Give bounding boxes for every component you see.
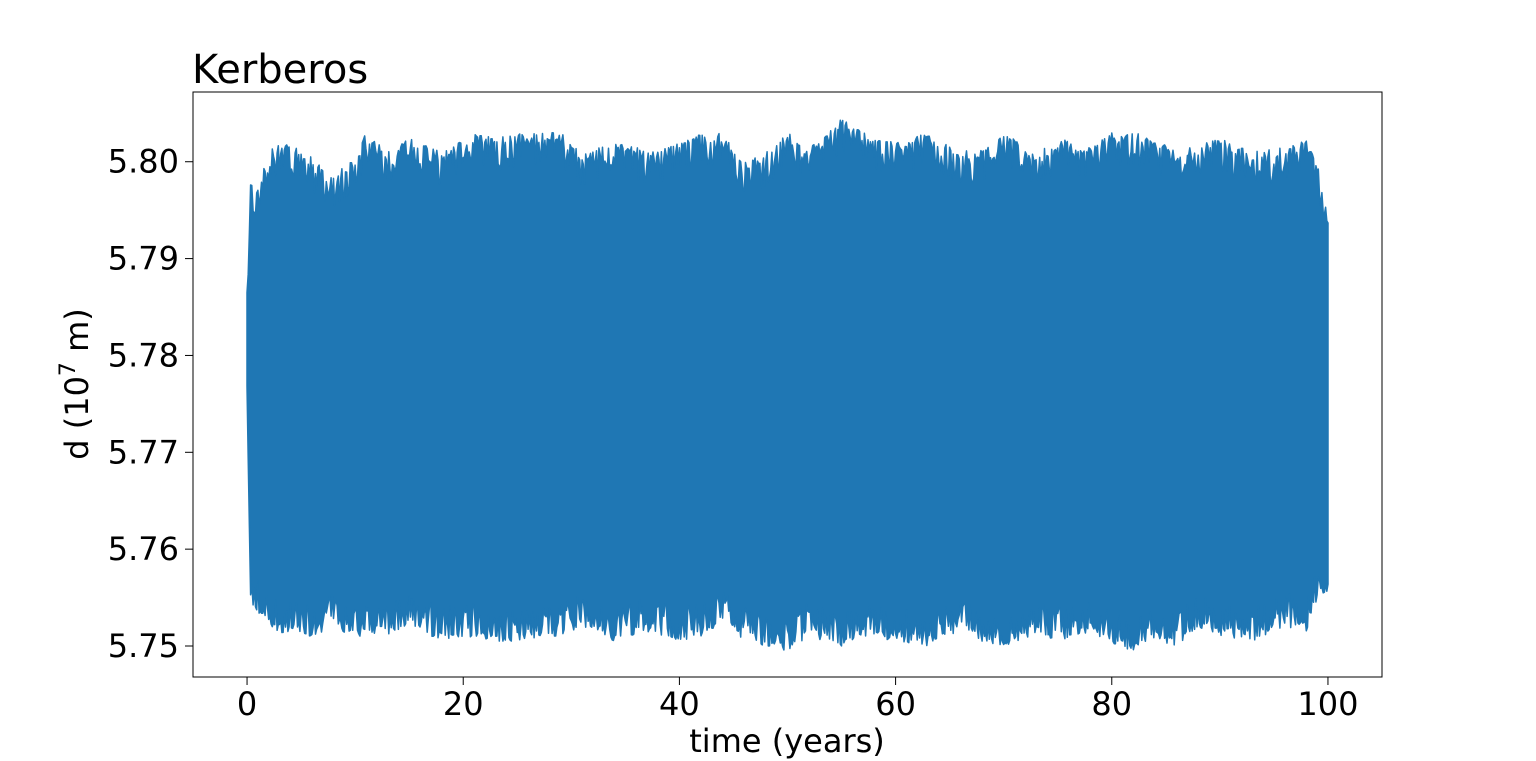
y-tick-label: 5.79 — [108, 240, 179, 278]
y-axis-label: d (107 m) — [56, 308, 96, 460]
y-axis-label-prefix: d (10 — [58, 376, 96, 460]
x-tick-label: 80 — [1091, 685, 1132, 723]
x-axis-label: time (years) — [689, 722, 885, 760]
x-tick-label: 20 — [443, 685, 484, 723]
y-axis: 5.75 5.76 5.77 5.78 5.79 5.80 — [108, 143, 193, 665]
y-tick-label: 5.78 — [108, 336, 179, 374]
series-layer — [246, 119, 1329, 651]
y-tick-label: 5.76 — [108, 530, 179, 568]
series-line-0 — [246, 119, 1329, 651]
y-tick-label: 5.77 — [108, 433, 179, 471]
plot-frame — [192, 91, 1383, 678]
x-tick-label: 0 — [237, 685, 257, 723]
chart-title: Kerberos — [192, 47, 368, 93]
x-axis: 0 20 40 60 80 100 — [237, 677, 1358, 723]
y-axis-label-suffix: m) — [58, 308, 96, 362]
x-tick-label: 60 — [875, 685, 916, 723]
x-tick-label: 100 — [1297, 685, 1358, 723]
y-tick-label: 5.80 — [108, 143, 179, 181]
x-tick-label: 40 — [659, 685, 700, 723]
y-axis-label-superscript: 7 — [56, 362, 81, 376]
y-tick-label: 5.75 — [108, 627, 179, 665]
